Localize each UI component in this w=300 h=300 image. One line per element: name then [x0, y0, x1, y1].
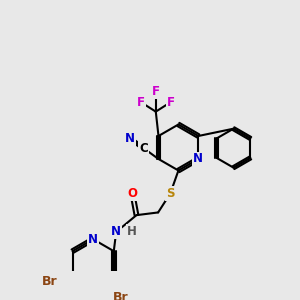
Text: S: S: [166, 187, 175, 200]
Text: N: N: [111, 225, 121, 239]
Text: O: O: [128, 187, 137, 200]
Text: C: C: [139, 142, 148, 155]
Text: N: N: [88, 233, 98, 246]
Text: F: F: [167, 96, 175, 109]
Text: F: F: [152, 85, 160, 98]
Text: N: N: [125, 132, 135, 145]
Text: H: H: [127, 225, 136, 238]
Text: F: F: [137, 96, 145, 109]
Text: N: N: [193, 152, 203, 166]
Text: Br: Br: [42, 275, 57, 288]
Text: Br: Br: [113, 291, 128, 300]
